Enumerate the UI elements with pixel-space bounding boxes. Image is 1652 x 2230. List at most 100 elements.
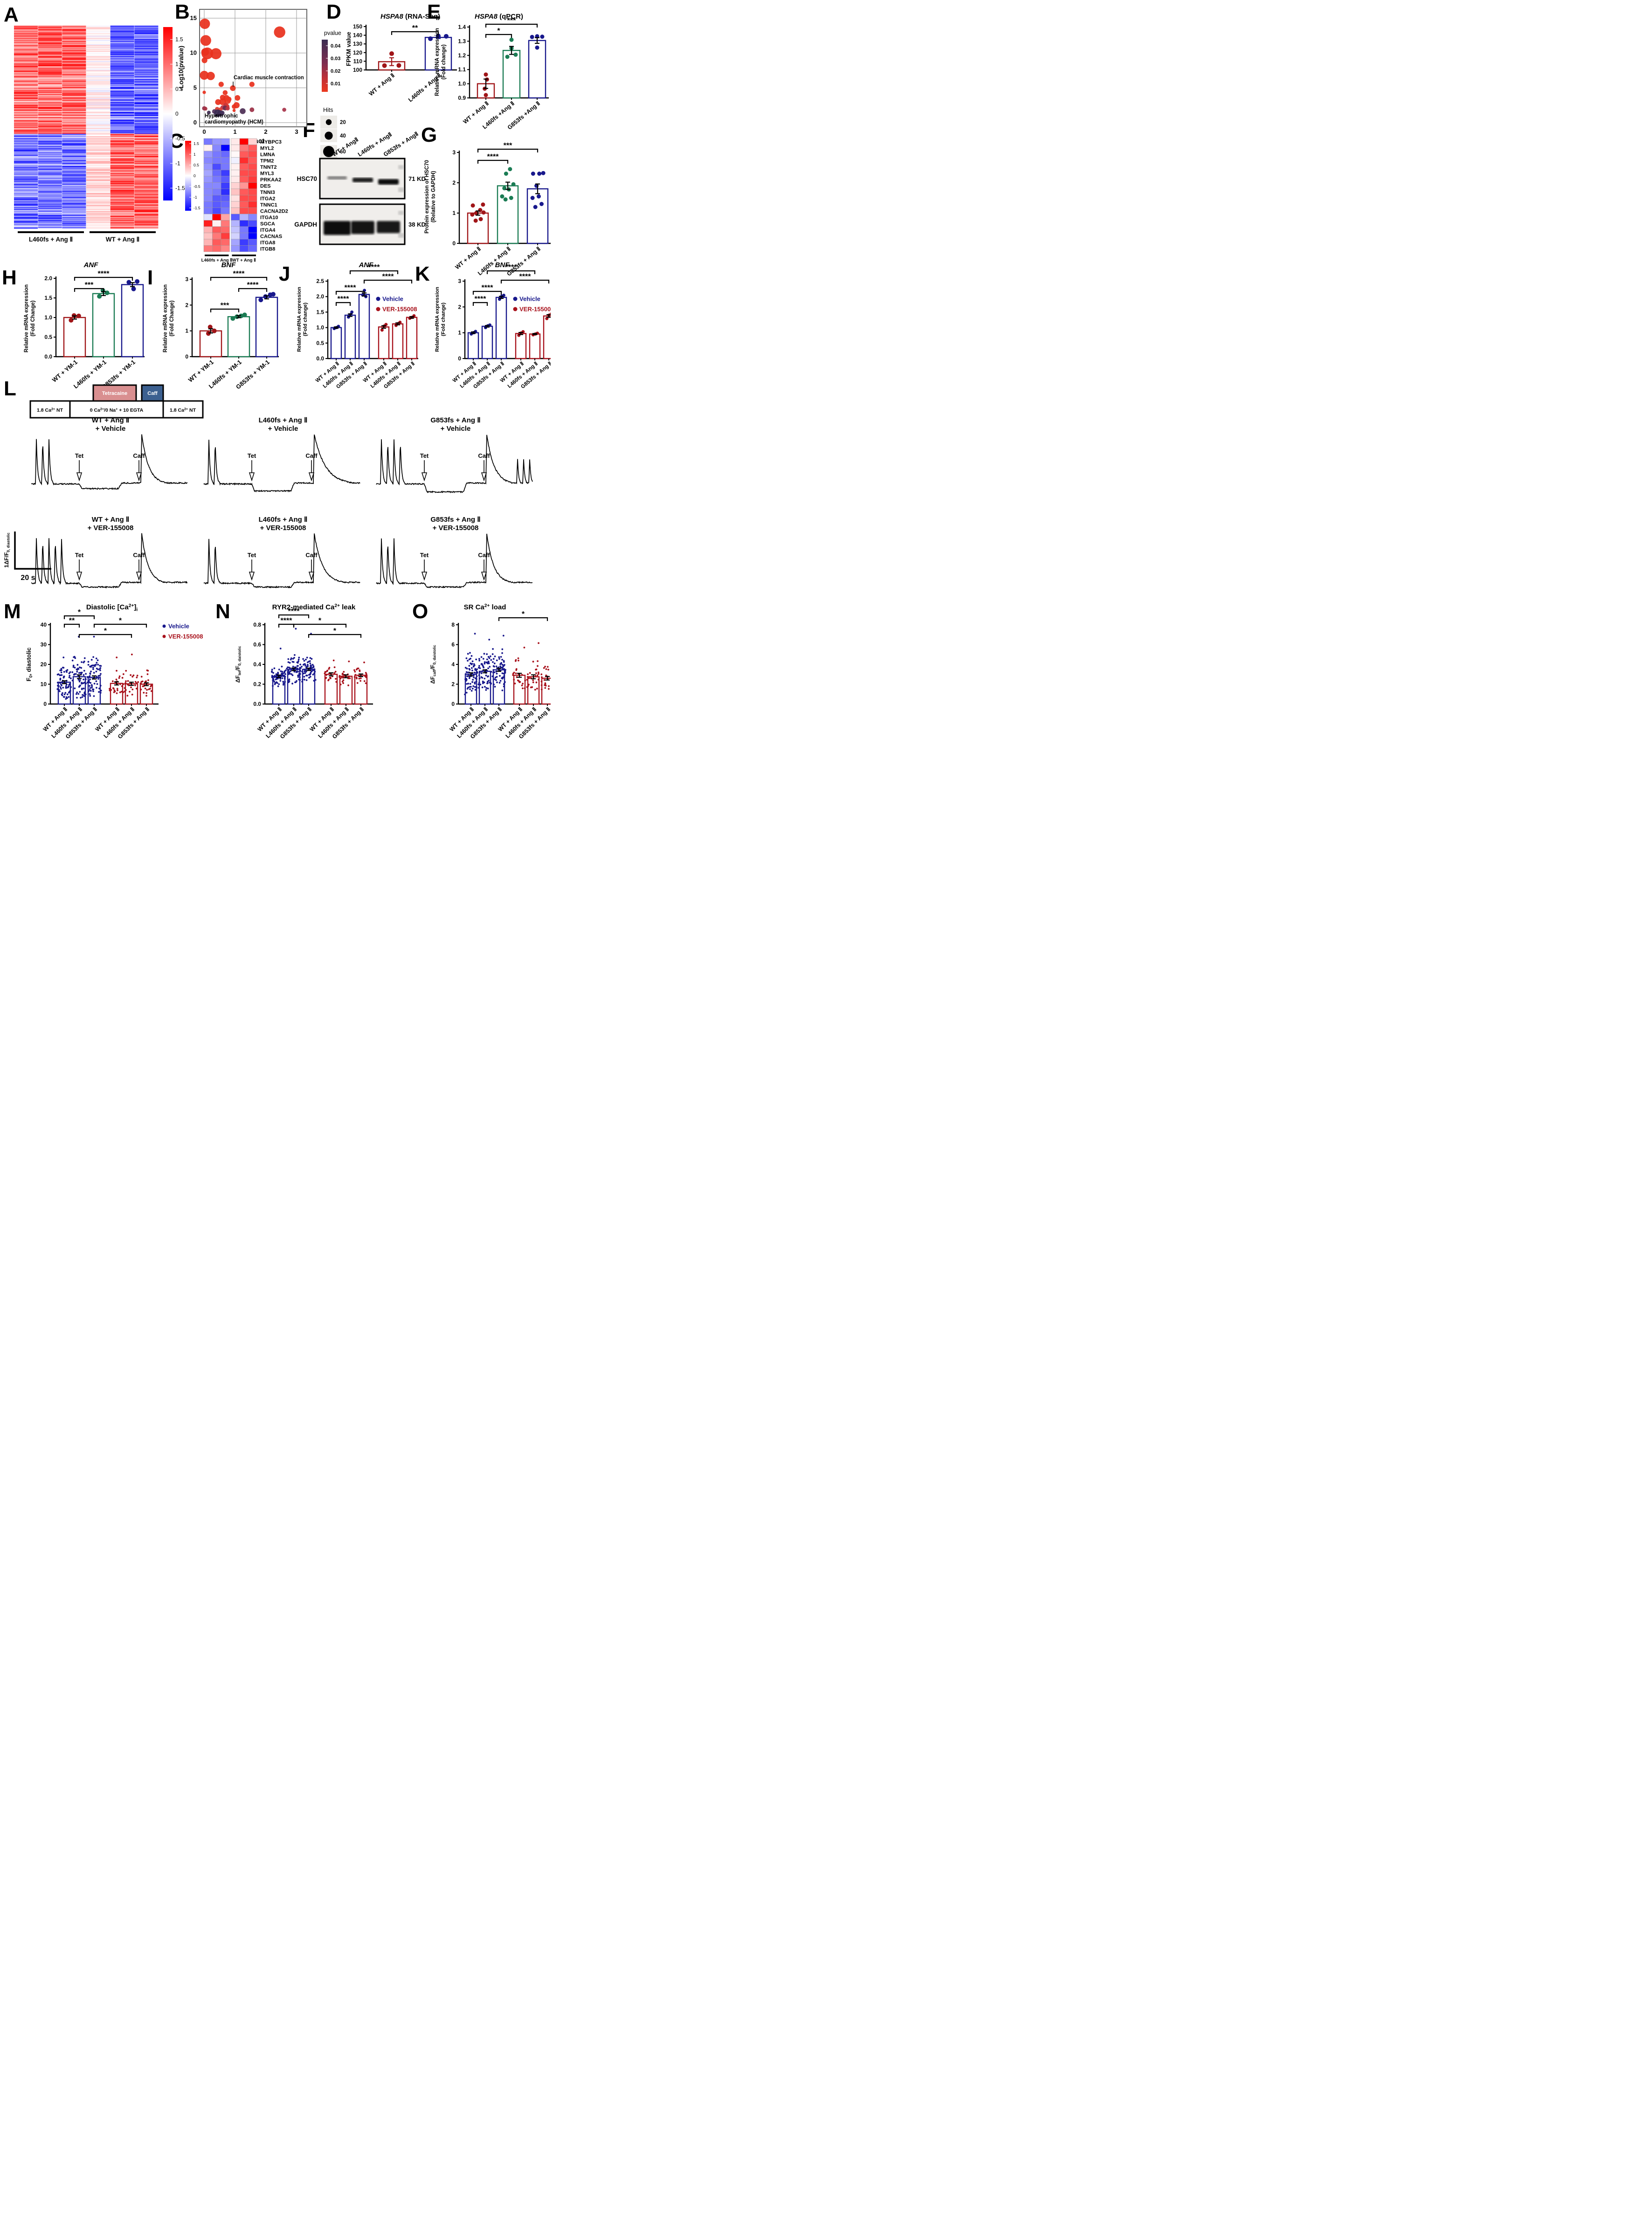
pathway-bubble [249, 82, 255, 87]
heatmap-cell [14, 45, 38, 46]
heatmap-cell [62, 166, 86, 167]
heatmap-cell [134, 180, 159, 181]
heatmap-cell [134, 57, 159, 59]
heatmap-cell [38, 122, 62, 123]
data-point [272, 679, 275, 681]
heatmap-cell [38, 135, 62, 137]
data-point [353, 676, 356, 678]
data-point [485, 687, 488, 689]
heatmap-cell [134, 111, 159, 112]
heatmap-cell [86, 79, 111, 80]
heatmap-cell [110, 220, 134, 221]
data-point [78, 680, 81, 683]
data-point [270, 292, 276, 297]
data-point [313, 668, 316, 670]
data-point [349, 677, 351, 679]
arrow-head [421, 472, 428, 482]
data-point [66, 683, 68, 686]
heatmap-cell [38, 60, 62, 62]
data-point [118, 675, 121, 677]
bar [199, 330, 222, 358]
data-point [502, 635, 505, 637]
heatmap-cell [86, 178, 111, 179]
heatmap-cell [110, 215, 134, 217]
heatmap-cell [62, 87, 86, 89]
heatmap-cell [248, 145, 257, 152]
heatmap-cell [231, 239, 240, 246]
data-point [150, 685, 152, 688]
colorbar-tick: 1.5 [175, 36, 183, 43]
data-point [503, 685, 505, 688]
heatmap-cell [134, 161, 159, 162]
heatmap-cell [110, 155, 134, 156]
pathway-bubble [249, 107, 255, 112]
y-tick-label: 1.2 [458, 52, 466, 59]
heatmap-cell [86, 186, 111, 187]
heatmap-cell [62, 80, 86, 82]
heatmap-cell [86, 26, 111, 28]
heatmap-cell [248, 233, 257, 240]
data-point [470, 686, 472, 688]
marker-band [398, 165, 404, 169]
heatmap-cell [62, 159, 86, 160]
data-point [116, 656, 118, 659]
chart-title: Diastolic [Ca2+]i [86, 603, 138, 613]
heatmap-cell [110, 178, 134, 179]
heatmap-cell [38, 200, 62, 202]
data-point [298, 667, 301, 670]
data-point [299, 663, 301, 666]
chart-title: ANF [359, 261, 374, 269]
error-bar [535, 37, 539, 44]
heatmap-cell [212, 220, 221, 227]
data-point [83, 678, 85, 681]
heatmap-cell [14, 71, 38, 73]
heatmap-cell [110, 99, 134, 100]
data-point [131, 688, 134, 690]
heatmap-cell [14, 91, 38, 93]
heatmap-cell [38, 50, 62, 51]
heatmap-cell [110, 159, 134, 160]
heatmap-cell [212, 170, 221, 177]
heatmap-cell [86, 32, 111, 34]
y-tick-label: 30 [41, 642, 47, 648]
heatmap-cell [134, 184, 159, 186]
heatmap-cell [38, 117, 62, 118]
trace-title: + Vehicle [268, 425, 298, 433]
heatmap-cell [110, 151, 134, 152]
trace-title: WT + Ang Ⅱ [92, 416, 130, 424]
data-point [325, 674, 328, 676]
bar [392, 323, 404, 359]
data-point [501, 677, 504, 680]
heatmap-cell [86, 215, 111, 216]
data-point [473, 671, 476, 674]
trace-title: L460fs + Ang Ⅱ [259, 416, 308, 424]
heatmap-cell [110, 48, 134, 50]
heatmap-cell [62, 91, 86, 93]
data-point [499, 680, 502, 682]
heatmap-cell [38, 134, 62, 136]
data-point [335, 681, 338, 683]
heatmap-cell [134, 31, 159, 33]
heatmap-cell [134, 204, 159, 205]
heatmap-cell [14, 31, 38, 33]
heatmap-cell [62, 186, 86, 187]
data-point [473, 664, 476, 666]
solution-bar [29, 400, 204, 419]
heatmap-cell [134, 107, 159, 109]
heatmap-cell [62, 171, 86, 172]
data-point [476, 671, 478, 673]
error-bar [395, 322, 400, 325]
heatmap-cell [14, 166, 38, 167]
heatmap-cell [134, 46, 159, 47]
heatmap-cell [14, 203, 38, 204]
heatmap-cell [62, 50, 86, 51]
heatmap-cell [86, 107, 111, 108]
heatmap-cell [62, 96, 86, 97]
heatmap-cell [134, 108, 159, 110]
data-point [81, 671, 83, 674]
data-point [279, 648, 282, 649]
heatmap-cell [14, 99, 38, 100]
heatmap-cell [14, 60, 38, 62]
y-tick-label: 1.1 [458, 66, 466, 73]
